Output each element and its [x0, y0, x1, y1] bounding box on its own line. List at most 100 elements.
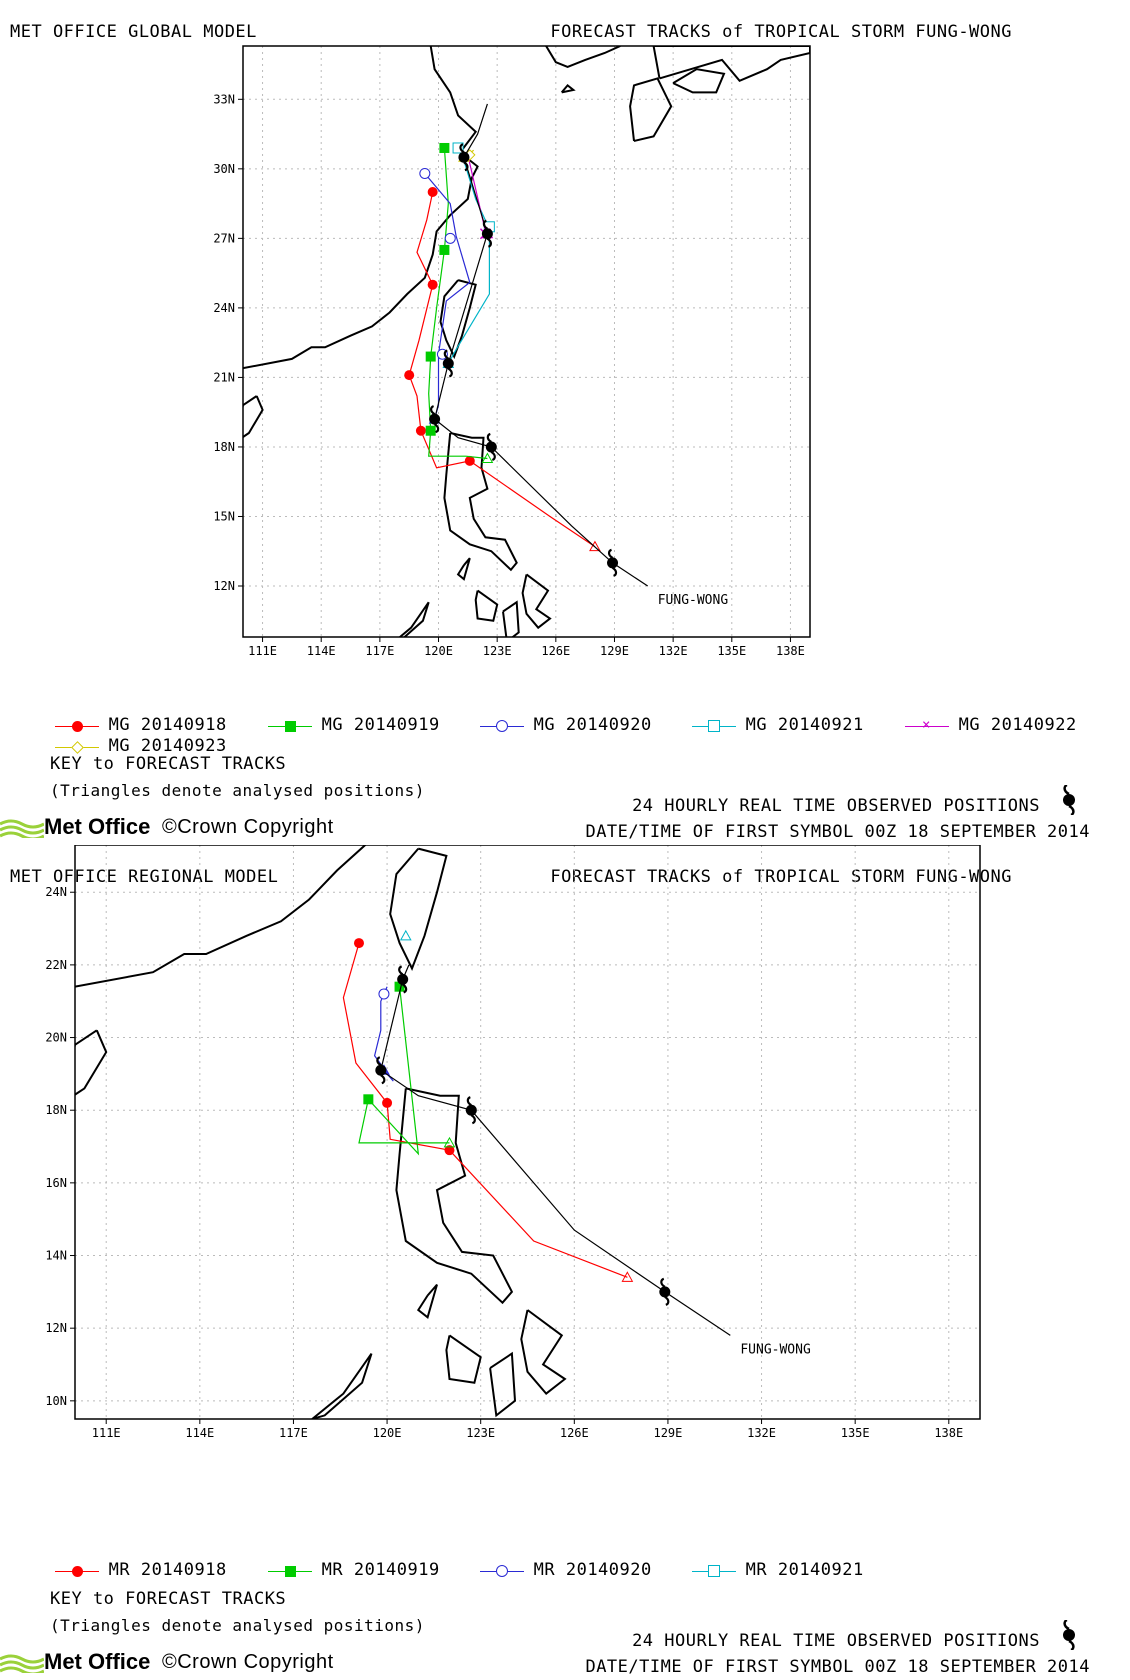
key-note: (Triangles denote analysed positions): [50, 781, 425, 800]
legend-label: MG 20140918: [108, 715, 227, 735]
observed-position-typhoon-icon: [429, 405, 441, 434]
forecast-marker-dot: [427, 187, 438, 198]
global-model-panel: MET OFFICE GLOBAL MODEL FORECAST TRACKS …: [0, 22, 1090, 842]
legend-label: MG 20140919: [321, 715, 440, 735]
legend-item-mg-20140920: MG 20140920: [480, 715, 652, 735]
lon-tick-label: 111E: [92, 1426, 121, 1440]
lon-tick-label: 132E: [747, 1426, 776, 1440]
tracks: [404, 103, 649, 587]
forecast-marker-dot: [404, 370, 415, 381]
lon-tick-label: 129E: [600, 644, 629, 658]
legend-item-mg-20140923: MG 20140923: [55, 736, 227, 756]
lon-tick-label: 114E: [307, 644, 336, 658]
observed-position-typhoon-icon: [442, 349, 454, 378]
lon-tick-label: 117E: [279, 1426, 308, 1440]
coastline: [520, 1309, 567, 1395]
legend-item-mr-20140921: MR 20140921: [692, 1560, 864, 1580]
model-title: MET OFFICE REGIONAL MODEL: [10, 867, 279, 887]
lat-tick-label: 22N: [45, 958, 67, 972]
coastline: [445, 1334, 482, 1384]
key-title: KEY to FORECAST TRACKS: [50, 1589, 287, 1609]
forecast-track-line: [408, 191, 596, 548]
yellow-diamond-line-icon: [55, 740, 99, 754]
legend-item-mr-20140918: MR 20140918: [55, 1560, 227, 1580]
coastline: [474, 589, 499, 622]
lon-tick-label: 135E: [717, 644, 746, 658]
legend-label: MR 20140918: [108, 1560, 227, 1580]
lat-tick-label: 18N: [213, 440, 235, 454]
forecast-marker-circle: [378, 988, 390, 1000]
forecast-marker-dot: [415, 425, 426, 436]
lon-tick-label: 120E: [373, 1426, 402, 1440]
analysed-position-triangle: [443, 1136, 456, 1148]
legend-label: MG 20140921: [745, 715, 864, 735]
lat-tick-label: 12N: [213, 579, 235, 593]
met-office-logo: Met Office: [0, 814, 150, 840]
forecast-marker-dot: [444, 1145, 455, 1156]
logo-text: Met Office: [44, 1649, 151, 1674]
green-square-line-icon: [268, 720, 312, 732]
regional-track-map: 111E 114E 117E 120E 123E 126E 129E 132E 135E 138E…: [45, 845, 981, 1440]
lat-tick-label: 15N: [213, 509, 235, 523]
global-track-map: 111E 114E 117E 120E 123E 126E 129E 132E 135E 138E…: [213, 45, 811, 658]
analysed-position-triangle: [621, 1271, 634, 1282]
lon-tick-label: 129E: [653, 1426, 682, 1440]
storm-title: FORECAST TRACKS of TROPICAL STORM FUNG-W…: [550, 22, 1012, 42]
graticule: [75, 845, 980, 1419]
forecast-track-line: [428, 147, 488, 460]
coastline: [443, 432, 518, 572]
coastline: [629, 77, 673, 142]
analysed-position-triangle: [589, 540, 601, 552]
observed-position-typhoon-icon: [659, 1277, 671, 1306]
forecast-marker-square: [394, 981, 405, 992]
lon-tick-label: 123E: [483, 644, 512, 658]
forecast-marker-dot: [427, 279, 438, 290]
coastline: [489, 1351, 517, 1418]
copyright: ©Crown Copyright: [162, 816, 334, 838]
legend-item-mg-20140919: MG 20140919: [268, 715, 440, 735]
coastline: [75, 1029, 108, 1096]
model-title: MET OFFICE GLOBAL MODEL: [10, 22, 257, 42]
coastline: [560, 84, 576, 94]
lat-tick-label: 24N: [45, 885, 67, 899]
typhoon-symbol-icon: [1063, 1620, 1075, 1650]
observed-position-typhoon-icon: [458, 143, 470, 172]
lon-tick-label: 117E: [365, 644, 394, 658]
coastline: [398, 601, 430, 637]
coastline: [243, 395, 264, 439]
lat-tick-label: 21N: [213, 370, 235, 384]
forecast-track-line: [358, 979, 450, 1156]
forecast-marker-open-square: [452, 142, 464, 154]
forecast-track-line: [447, 147, 490, 364]
regional-model-panel: MET OFFICE REGIONAL MODEL FORECAST TRACK…: [0, 845, 1130, 1680]
legend-item-mr-20140919: MR 20140919: [268, 1560, 440, 1580]
observed-position-typhoon-icon: [485, 432, 497, 461]
typhoon-symbol-icon: [1063, 785, 1075, 815]
graticule: [243, 46, 810, 637]
lon-tick-label: 138E: [934, 1426, 963, 1440]
coastline: [521, 573, 552, 630]
forecast-marker-square: [439, 244, 450, 255]
storm-title: FORECAST TRACKS of TROPICAL STORM FUNG-W…: [550, 867, 1012, 887]
coastlines: [75, 845, 567, 1419]
lon-tick-label: 126E: [541, 644, 570, 658]
forecast-marker-circle: [419, 167, 431, 179]
cyan-open-square-line-icon: [692, 1564, 736, 1577]
coastline: [311, 1353, 373, 1419]
cyan-open-square-line-icon: [692, 719, 736, 732]
lon-tick-label: 123E: [466, 1426, 495, 1440]
met-office-logo: Met Office: [0, 1649, 150, 1675]
green-square-line-icon: [268, 1565, 312, 1577]
forecast-marker-square: [363, 1094, 374, 1105]
legend-item-mg-20140921: MG 20140921: [692, 715, 864, 735]
lon-tick-label: 132E: [659, 644, 688, 658]
analysed-position-triangle: [399, 929, 412, 941]
lat-tick-label: 12N: [45, 1321, 67, 1335]
coastline: [75, 845, 367, 988]
map-frame: [74, 845, 981, 1420]
lon-tick-label: 138E: [776, 644, 805, 658]
coastline: [672, 68, 726, 94]
coastline: [439, 279, 477, 360]
observed-track-line: [433, 103, 649, 587]
observed-positions-label: 24 HOURLY REAL TIME OBSERVED POSITIONS: [632, 1631, 1040, 1651]
